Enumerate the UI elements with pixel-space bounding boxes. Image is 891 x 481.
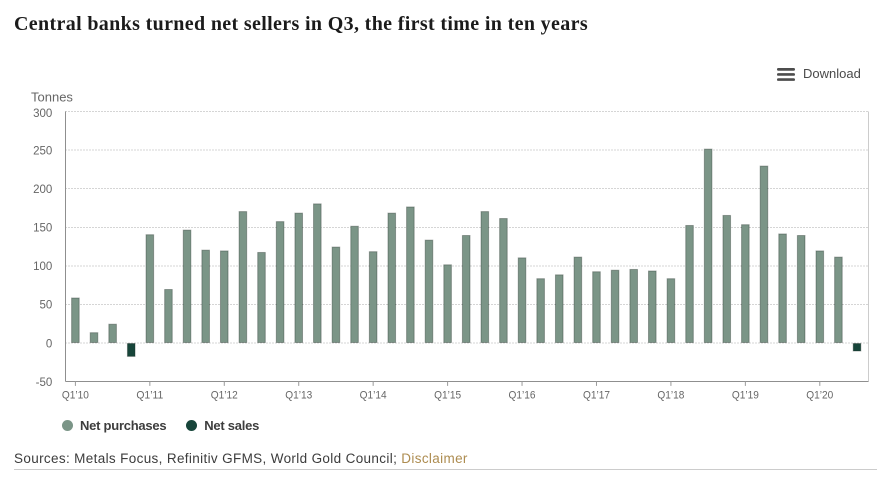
svg-text:300: 300 <box>33 108 52 120</box>
svg-text:Q1’12: Q1’12 <box>211 390 238 402</box>
svg-text:Q1’15: Q1’15 <box>434 390 461 402</box>
svg-text:100: 100 <box>33 261 52 273</box>
svg-text:Q1’11: Q1’11 <box>136 390 163 402</box>
svg-text:Q1’17: Q1’17 <box>583 390 610 402</box>
svg-text:Q1’16: Q1’16 <box>509 390 536 402</box>
svg-text:150: 150 <box>33 223 52 235</box>
svg-text:200: 200 <box>33 184 52 196</box>
svg-text:Q1’13: Q1’13 <box>285 390 312 402</box>
svg-text:Q1’20: Q1’20 <box>806 390 833 402</box>
svg-text:Q1’14: Q1’14 <box>360 390 387 402</box>
svg-text:250: 250 <box>33 145 52 157</box>
svg-text:-50: -50 <box>36 377 53 389</box>
svg-text:Q1’19: Q1’19 <box>732 390 759 402</box>
svg-text:Q1’18: Q1’18 <box>657 390 684 402</box>
svg-text:Tonnes: Tonnes <box>31 90 73 105</box>
svg-text:0: 0 <box>46 338 52 350</box>
svg-text:Q1’10: Q1’10 <box>62 390 89 402</box>
svg-text:50: 50 <box>40 300 53 312</box>
